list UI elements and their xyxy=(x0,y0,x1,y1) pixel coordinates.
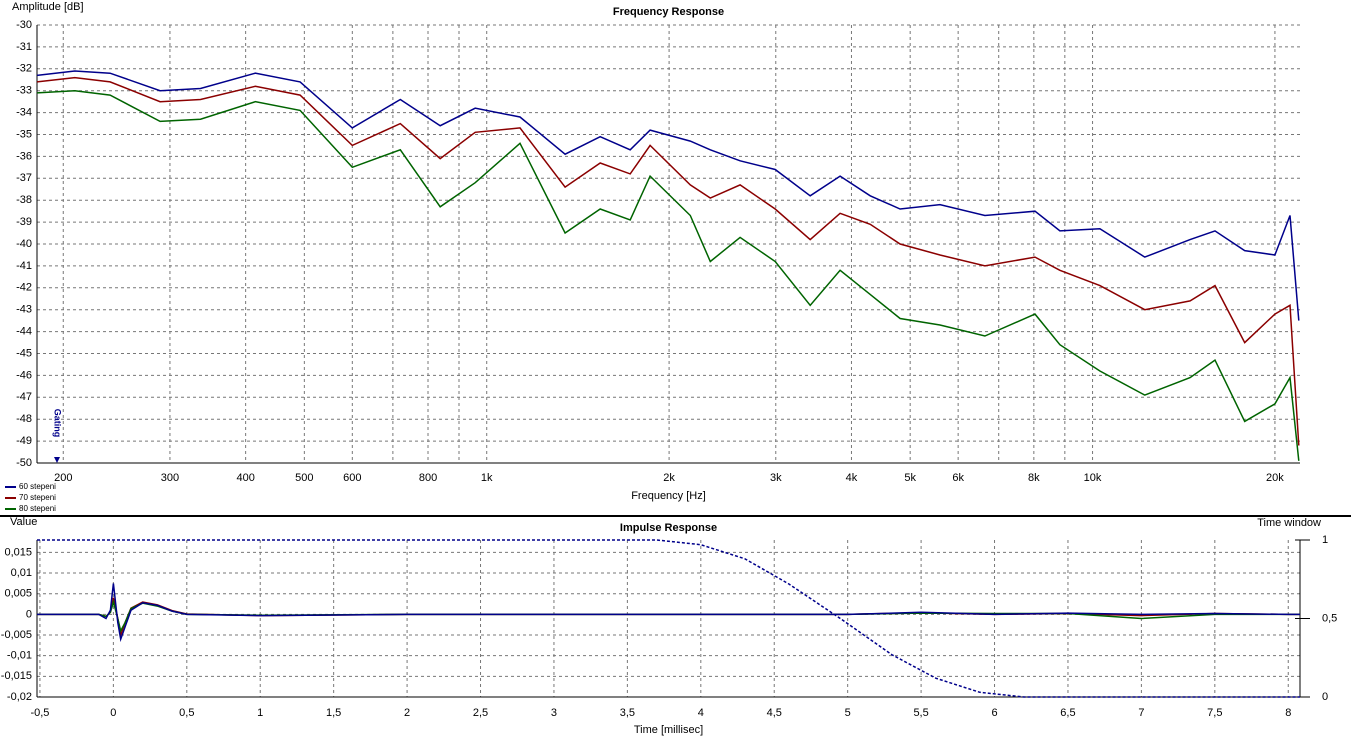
y-tick-label: -46 xyxy=(16,369,32,381)
x-tick-label: 1 xyxy=(257,707,263,719)
series-line xyxy=(36,76,1300,446)
x-tick-label: 2 xyxy=(404,707,410,719)
y-tick-label: -36 xyxy=(16,150,32,162)
y2-axis-label: Time window xyxy=(1257,517,1321,529)
x-tick-label: 5 xyxy=(845,707,851,719)
x-tick-label: 4k xyxy=(846,472,858,484)
x-tick-label: 2,5 xyxy=(473,707,488,719)
x-tick-label: 5,5 xyxy=(913,707,928,719)
y-tick-label: -47 xyxy=(16,391,32,403)
x-tick-label: 8k xyxy=(1028,472,1040,484)
x-tick-label: 4,5 xyxy=(767,707,782,719)
y2-tick-label: 0,5 xyxy=(1322,612,1337,624)
y-tick-label: -34 xyxy=(16,107,32,119)
y-tick-label: 0 xyxy=(26,608,32,620)
x-tick-label: 6 xyxy=(991,707,997,719)
y-axis-label: Value xyxy=(10,516,37,528)
y-tick-label: -50 xyxy=(16,457,32,469)
x-tick-label: 6k xyxy=(952,472,964,484)
x-tick-label: 8 xyxy=(1285,707,1291,719)
y2-tick-label: 0 xyxy=(1322,691,1328,703)
x-tick-label: 7 xyxy=(1138,707,1144,719)
series-line xyxy=(37,583,1300,643)
y-tick-label: -42 xyxy=(16,282,32,294)
x-tick-label: 2k xyxy=(663,472,675,484)
y-axis-label: Amplitude [dB] xyxy=(12,1,84,13)
x-tick-label: 400 xyxy=(236,472,254,484)
gating-marker xyxy=(54,457,60,463)
x-tick-label: 20k xyxy=(1266,472,1284,484)
y-tick-label: -0,005 xyxy=(1,629,32,641)
y-tick-label: -44 xyxy=(16,326,32,338)
y-tick-label: -39 xyxy=(16,216,32,228)
y2-tick-label: 1 xyxy=(1322,534,1328,546)
series-line xyxy=(36,89,1300,461)
x-tick-label: 10k xyxy=(1084,472,1102,484)
y-tick-label: -30 xyxy=(16,19,32,31)
x-tick-label: 5k xyxy=(904,472,916,484)
chart-title: Frequency Response xyxy=(613,6,724,18)
x-axis-label: Frequency [Hz] xyxy=(631,490,706,502)
y-tick-label: -37 xyxy=(16,172,32,184)
x-tick-label: 500 xyxy=(295,472,313,484)
series-line xyxy=(36,70,1300,321)
x-tick-label: 6,5 xyxy=(1060,707,1075,719)
x-tick-label: -0,5 xyxy=(30,707,49,719)
x-tick-label: 4 xyxy=(698,707,704,719)
x-tick-label: 3k xyxy=(770,472,782,484)
y-tick-label: -40 xyxy=(16,238,32,250)
x-tick-label: 300 xyxy=(161,472,179,484)
y-tick-label: 0,005 xyxy=(4,588,32,600)
y-tick-label: -31 xyxy=(16,41,32,53)
legend-label: 70 stepeni xyxy=(19,493,56,502)
x-tick-label: 7,5 xyxy=(1207,707,1222,719)
x-tick-label: 1k xyxy=(481,472,493,484)
x-tick-label: 600 xyxy=(343,472,361,484)
y-tick-label: -49 xyxy=(16,435,32,447)
x-tick-label: 3 xyxy=(551,707,557,719)
y-tick-label: -48 xyxy=(16,413,32,425)
y-tick-label: -38 xyxy=(16,194,32,206)
annotation: Gating xyxy=(53,409,63,438)
y-tick-label: -45 xyxy=(16,347,32,359)
x-tick-label: 0,5 xyxy=(179,707,194,719)
x-axis-label: Time [millisec] xyxy=(634,724,703,736)
legend-label: 60 stepeni xyxy=(19,482,56,491)
x-tick-label: 1,5 xyxy=(326,707,341,719)
y-tick-label: -43 xyxy=(16,304,32,316)
y-tick-label: -33 xyxy=(16,85,32,97)
chart-title: Impulse Response xyxy=(620,522,717,534)
y-tick-label: -0,01 xyxy=(7,650,32,662)
series-line xyxy=(37,539,1300,698)
y-tick-label: 0,015 xyxy=(4,546,32,558)
y-tick-label: -35 xyxy=(16,128,32,140)
y-tick-label: -41 xyxy=(16,260,32,272)
x-tick-label: 200 xyxy=(54,472,72,484)
x-tick-label: 800 xyxy=(419,472,437,484)
y-tick-label: 0,01 xyxy=(11,567,32,579)
y-tick-label: -0,015 xyxy=(1,670,32,682)
y-tick-label: -32 xyxy=(16,63,32,75)
y-tick-label: -0,02 xyxy=(7,691,32,703)
x-tick-label: 0 xyxy=(110,707,116,719)
x-tick-label: 3,5 xyxy=(620,707,635,719)
legend-label: 80 stepeni xyxy=(19,504,56,513)
